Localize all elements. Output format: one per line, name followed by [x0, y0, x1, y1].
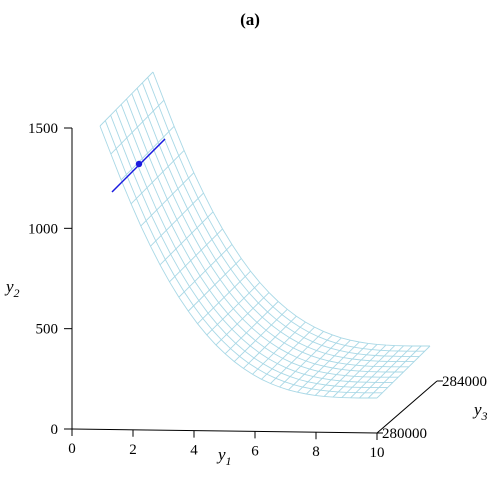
- y1-tick-label: 0: [68, 441, 76, 457]
- y1-tick-label: 2: [129, 442, 137, 458]
- y3-tick-label: 280000: [382, 426, 427, 442]
- y3-axis-label: y3: [472, 400, 488, 423]
- y1-tick-label: 4: [190, 443, 198, 459]
- y3-tick-label: 284000: [442, 374, 487, 390]
- y2-tick-label: 1500: [28, 121, 58, 137]
- y2-ticks: 0 500 1000 1500: [28, 121, 72, 438]
- highlight-group: [111, 138, 166, 193]
- surface-curve: [99, 125, 377, 399]
- surface-curve: [136, 88, 415, 363]
- y1-tick-label: 10: [370, 445, 385, 461]
- surface-curve: [147, 77, 425, 352]
- chart-title: (a): [240, 10, 260, 29]
- surface-curve: [120, 104, 399, 378]
- surface-curve: [126, 98, 404, 373]
- surface-mesh: [99, 71, 431, 399]
- surface-curve: [104, 120, 383, 394]
- y2-tick-label: 1000: [28, 221, 58, 237]
- y1-tick-label: 6: [251, 443, 259, 459]
- y2-tick-label: 0: [51, 422, 59, 438]
- y3-axis-line: [376, 380, 438, 434]
- y3-ticks: 280000 284000: [377, 374, 487, 442]
- axes-frame: [71, 128, 438, 434]
- surface-curve: [131, 93, 409, 368]
- highlight-point: [135, 160, 143, 168]
- y2-axis-label: y2: [4, 277, 20, 300]
- y2-tick-label: 500: [36, 322, 59, 338]
- surface-curve: [152, 71, 430, 347]
- surface-curve: [141, 82, 420, 357]
- y1-axis-line: [71, 428, 378, 434]
- y1-tick-label: 8: [312, 444, 320, 460]
- surface-curve: [110, 115, 388, 389]
- y1-ticks: 0 2 4 6 8 10: [68, 429, 385, 461]
- surface-curve: [115, 109, 393, 383]
- y1-axis-label: y1: [216, 445, 232, 468]
